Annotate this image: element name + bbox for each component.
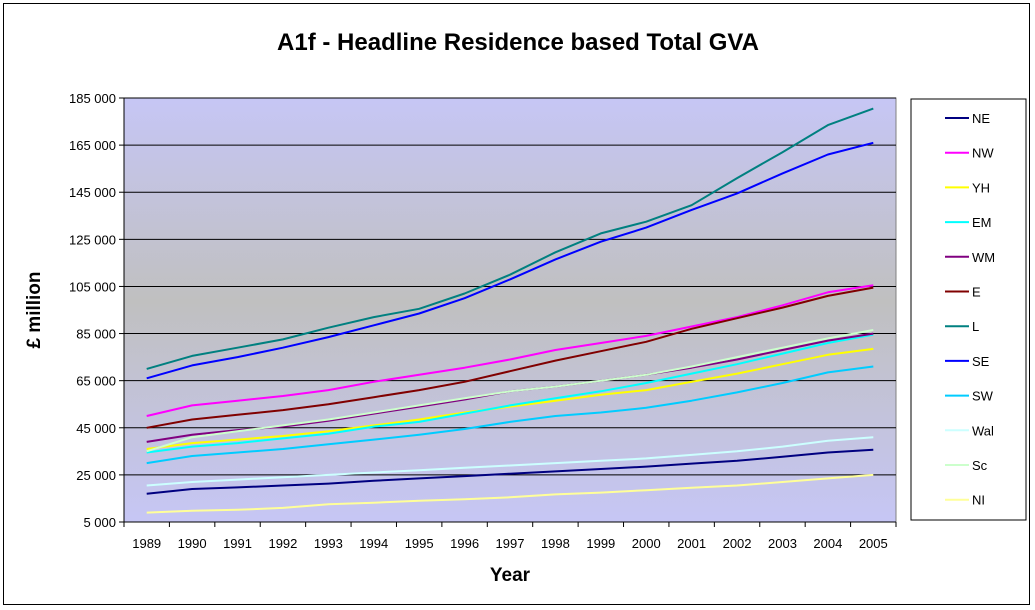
legend-entry-sc: Sc — [945, 458, 988, 473]
legend-label: L — [972, 319, 979, 334]
legend-label: EM — [972, 215, 992, 230]
y-axis-title: £ million — [24, 271, 45, 348]
gridlines — [124, 97, 896, 476]
y-tick-label: 5 000 — [83, 515, 116, 530]
legend-label: E — [972, 285, 981, 300]
series-line-yh — [146, 347, 874, 450]
series-line-wal — [146, 436, 874, 487]
legend-label: SE — [972, 354, 990, 369]
series-line-nw — [146, 284, 874, 417]
legend-label: NW — [972, 146, 994, 161]
legend-entry-wm: WM — [945, 250, 995, 265]
x-axis-title: Year — [490, 565, 531, 586]
x-tick-label: 1999 — [586, 536, 615, 551]
series-lines — [146, 107, 874, 514]
y-tick-label: 145 000 — [69, 185, 116, 200]
legend — [910, 98, 1027, 521]
y-tick-label: 105 000 — [69, 279, 116, 294]
x-tick-label: 1993 — [314, 536, 343, 551]
plot-area — [123, 97, 897, 523]
y-tick-label: 125 000 — [69, 232, 116, 247]
x-tick-label: 1989 — [132, 536, 161, 551]
x-tick-label: 1996 — [450, 536, 479, 551]
legend-entries: NE NW YH EM WM E L SE SW Wal Sc NI — [945, 111, 995, 508]
x-tick-label: 1995 — [405, 536, 434, 551]
series-line-ne — [146, 448, 874, 495]
x-tick-label: 1997 — [496, 536, 525, 551]
x-tick-label: 1994 — [359, 536, 388, 551]
x-tick-label: 2005 — [859, 536, 888, 551]
x-tick-label: 2004 — [813, 536, 842, 551]
series-line-ni — [146, 473, 874, 514]
x-tick-label: 2002 — [723, 536, 752, 551]
legend-entry-yh: YH — [945, 180, 990, 195]
y-tick-label: 25 000 — [76, 468, 116, 483]
x-tick-label: 2000 — [632, 536, 661, 551]
x-axis-ticks: 1989 1990 1991 1992 1993 1994 1995 1996 1997 1998… — [123, 522, 897, 551]
x-tick-label: 1998 — [541, 536, 570, 551]
series-line-em — [146, 333, 874, 454]
x-tick-label: 1991 — [223, 536, 252, 551]
legend-label: Wal — [972, 423, 994, 438]
series-line-se — [146, 141, 874, 380]
legend-entry-nw: NW — [945, 146, 994, 161]
chart-title: A1f - Headline Residence based Total GVA — [277, 29, 759, 56]
y-tick-label: 85 000 — [76, 327, 116, 342]
legend-entry-wal: Wal — [945, 423, 994, 438]
y-tick-label: 65 000 — [76, 374, 116, 389]
series-line-e — [146, 286, 874, 429]
legend-entry-e: E — [945, 285, 981, 300]
x-tick-label: 1992 — [268, 536, 297, 551]
legend-label: YH — [972, 180, 990, 195]
legend-entry-l: L — [945, 319, 979, 334]
axes — [123, 98, 896, 523]
legend-entry-se: SE — [945, 354, 990, 369]
legend-label: Sc — [972, 458, 988, 473]
y-tick-label: 185 000 — [69, 91, 116, 106]
y-tick-label: 45 000 — [76, 421, 116, 436]
x-tick-label: 2003 — [768, 536, 797, 551]
y-axis-ticks: 5 000 25 000 45 000 65 000 85 000 105 000 125 … — [69, 91, 124, 530]
legend-entry-em: EM — [945, 215, 992, 230]
legend-label: NI — [972, 493, 985, 508]
legend-entry-ni: NI — [945, 493, 985, 508]
legend-entry-ne: NE — [945, 111, 990, 126]
legend-entry-sw: SW — [945, 389, 994, 404]
series-line-sw — [146, 365, 874, 465]
x-tick-label: 2001 — [677, 536, 706, 551]
legend-label: WM — [972, 250, 995, 265]
legend-label: NE — [972, 111, 990, 126]
y-tick-label: 165 000 — [69, 138, 116, 153]
series-line-l — [146, 107, 874, 370]
x-tick-label: 1990 — [178, 536, 207, 551]
legend-label: SW — [972, 389, 994, 404]
series-line-sc — [146, 329, 874, 453]
